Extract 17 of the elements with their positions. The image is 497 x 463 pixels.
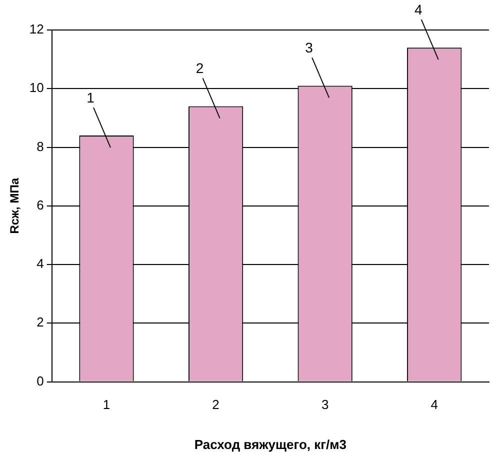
annotation: 4 — [414, 1, 422, 18]
y-tick-label: 2 — [36, 314, 44, 330]
annotation: 1 — [86, 89, 95, 106]
x-tick-label: 4 — [430, 397, 438, 412]
x-tick-label: 1 — [102, 397, 110, 412]
y-tick-label: 0 — [36, 373, 44, 388]
y-tick-label: 8 — [36, 138, 44, 154]
x-tick-label: 3 — [321, 397, 329, 412]
x-tick-label: 2 — [212, 397, 220, 412]
y-axis-title: Rсж, МПа — [8, 178, 22, 234]
y-tick-label: 6 — [36, 197, 44, 212]
annotation: 3 — [305, 40, 314, 56]
annotation: 2 — [196, 60, 204, 76]
y-tick-label: 4 — [36, 256, 44, 272]
y-tick-label: 12 — [29, 22, 44, 37]
y-tick-label: 10 — [29, 80, 44, 96]
x-axis-title: Расход вяжущего, кг/м3 — [194, 436, 347, 452]
